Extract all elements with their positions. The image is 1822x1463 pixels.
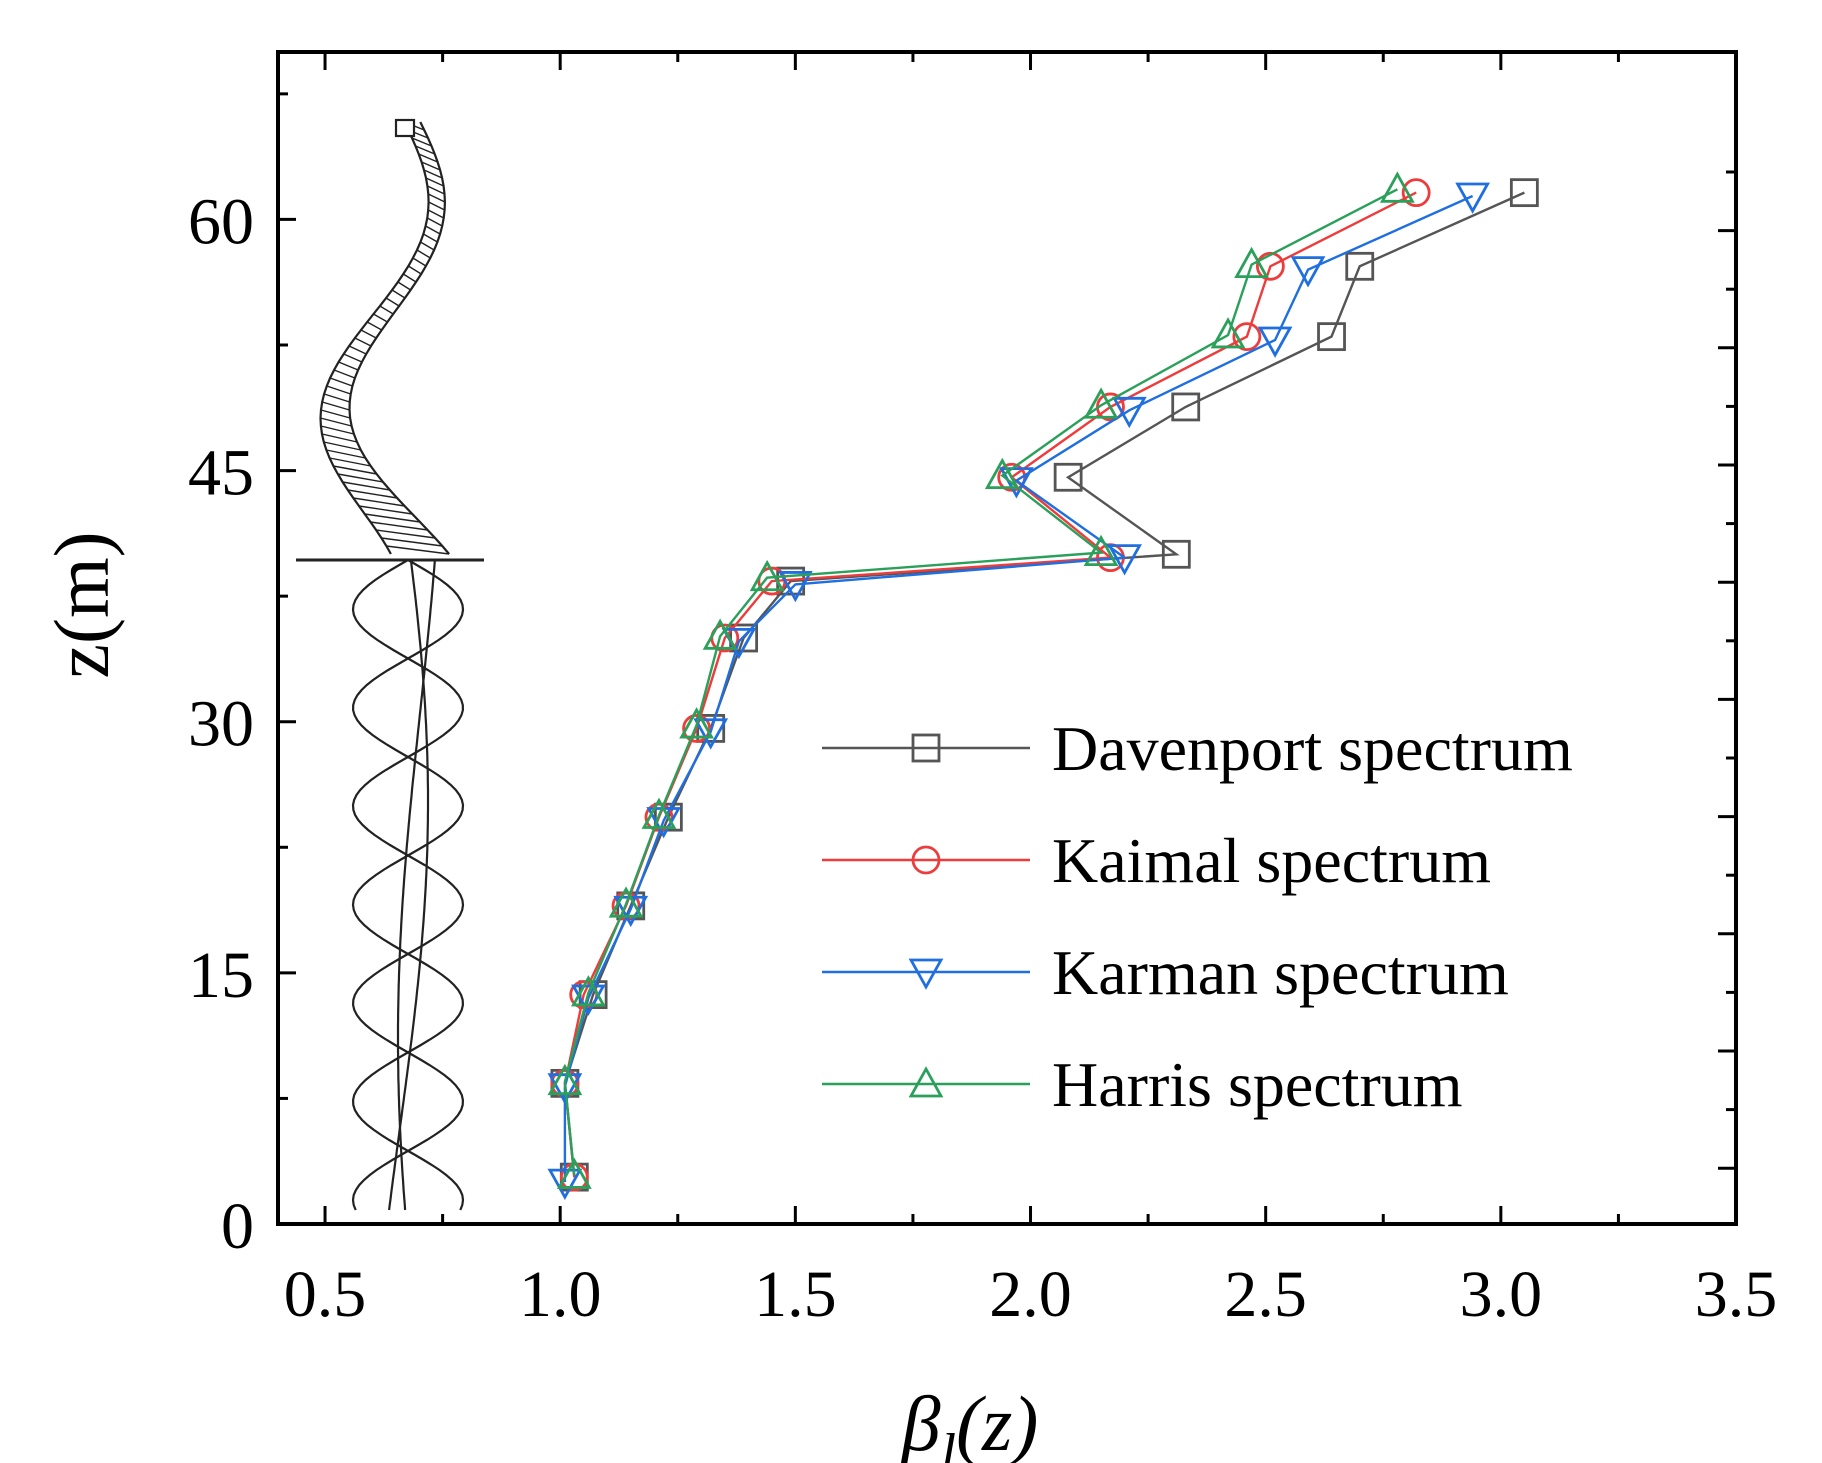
data-point-marker xyxy=(693,718,729,750)
data-point-marker xyxy=(911,733,941,763)
data-point-marker xyxy=(702,618,738,650)
data-point-marker xyxy=(1255,251,1285,281)
x-axis-title-symbol: β xyxy=(900,1380,941,1463)
data-point-marker xyxy=(547,1168,583,1201)
y-axis-title: z(m) xyxy=(38,531,125,678)
data-point-marker xyxy=(1083,387,1119,419)
data-point-marker xyxy=(653,802,683,832)
data-point-marker xyxy=(571,975,606,1007)
data-point-marker xyxy=(749,559,785,592)
data-point-marker xyxy=(1401,178,1431,208)
data-point-marker xyxy=(984,457,1020,489)
tower-top-cap xyxy=(394,118,416,138)
data-point-marker xyxy=(1379,171,1415,203)
legend-item: Kaimal spectrum xyxy=(822,825,1491,896)
plot-frame xyxy=(276,50,1738,1226)
data-point-marker xyxy=(547,1063,583,1096)
data-point-marker xyxy=(1234,246,1269,279)
series-line xyxy=(563,191,1525,1178)
lower-mode-curve xyxy=(396,559,436,1211)
data-point-marker xyxy=(908,958,944,990)
tower-mode-shape-illustration xyxy=(296,118,484,1211)
x-tick-label: 3.5 xyxy=(1695,1258,1778,1331)
legend-item: Davenport spectrum xyxy=(822,713,1573,784)
y-tick-label: 15 xyxy=(188,939,254,1012)
x-tick-label: 1.5 xyxy=(754,1258,837,1331)
series-harris xyxy=(547,171,1415,1189)
x-tick-label: 0.5 xyxy=(284,1258,367,1331)
data-point-marker xyxy=(1290,256,1326,288)
x-tick-label: 2.5 xyxy=(1224,1258,1307,1331)
x-tick-label: 2.0 xyxy=(989,1258,1072,1331)
data-point-marker xyxy=(571,984,606,1016)
legend-item: Karman spectrum xyxy=(822,937,1509,1008)
x-axis-title-argument: (z) xyxy=(956,1380,1038,1463)
y-axis: 0 15 30 45 60 xyxy=(188,92,1736,1263)
data-point-marker xyxy=(679,707,714,739)
lower-mode-curve xyxy=(388,559,430,1211)
data-point-marker xyxy=(682,714,711,743)
data-point-marker xyxy=(1232,322,1262,352)
data-point-marker xyxy=(1053,462,1083,492)
series-line xyxy=(563,194,1474,1183)
series-line xyxy=(563,188,1398,1176)
x-axis-title-subscript: l xyxy=(940,1423,956,1463)
data-point-marker xyxy=(997,462,1027,492)
legend-label: Davenport spectrum xyxy=(1052,713,1573,784)
legend: Davenport spectrum Kaimal spectrum Karman … xyxy=(822,713,1573,1120)
legend-label: Kaimal spectrum xyxy=(1052,825,1491,896)
data-point-marker xyxy=(777,571,813,603)
data-point-marker xyxy=(1107,544,1142,576)
lower-mode-curve xyxy=(351,559,465,1211)
data-point-marker xyxy=(1317,322,1346,352)
data-point-marker xyxy=(1257,326,1293,358)
x-tick-label: 1.0 xyxy=(519,1258,602,1331)
legend-label: Harris spectrum xyxy=(1052,1049,1463,1120)
data-point-marker xyxy=(556,1157,592,1189)
data-point-marker xyxy=(547,1073,583,1105)
series-layer xyxy=(547,171,1539,1201)
data-point-marker xyxy=(1161,539,1191,569)
legend-label: Karman spectrum xyxy=(1052,937,1509,1008)
data-point-marker xyxy=(908,1066,944,1098)
data-point-marker xyxy=(1455,182,1490,214)
data-point-marker xyxy=(1083,534,1119,567)
data-point-marker xyxy=(1171,392,1201,422)
data-point-marker xyxy=(911,845,941,875)
y-tick-label: 30 xyxy=(188,688,254,761)
x-axis: 0.5 1.0 1.5 2.0 2.5 3.0 3.5 xyxy=(284,52,1777,1331)
data-point-marker xyxy=(1210,317,1246,349)
x-axis-title: βl(z) xyxy=(900,1380,1039,1463)
legend-item: Harris spectrum xyxy=(822,1049,1463,1120)
data-point-marker xyxy=(1111,396,1147,429)
y-tick-label: 60 xyxy=(188,185,254,258)
y-tick-label: 45 xyxy=(188,437,254,510)
data-point-marker xyxy=(641,797,677,829)
y-tick-label: 0 xyxy=(221,1190,254,1263)
data-point-marker xyxy=(608,886,644,918)
data-point-marker xyxy=(1509,178,1539,208)
x-tick-label: 3.0 xyxy=(1460,1258,1543,1331)
data-point-marker xyxy=(1345,251,1375,281)
